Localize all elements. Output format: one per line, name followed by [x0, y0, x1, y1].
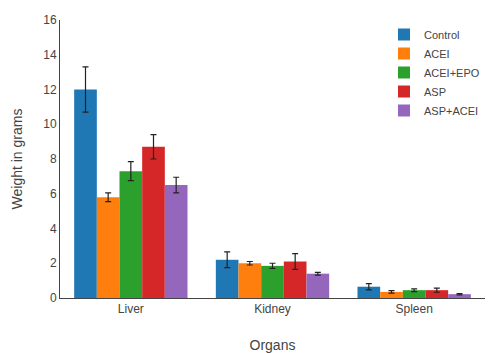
svg-text:Control: Control [424, 29, 459, 41]
svg-text:ASP: ASP [424, 86, 446, 98]
svg-text:ACEI+EPO: ACEI+EPO [424, 67, 480, 79]
svg-text:Organs: Organs [250, 337, 296, 353]
svg-text:14: 14 [43, 48, 57, 62]
svg-text:6: 6 [50, 187, 57, 201]
svg-text:Spleen: Spleen [395, 302, 432, 316]
svg-text:16: 16 [43, 13, 57, 27]
svg-text:Liver: Liver [118, 302, 144, 316]
svg-text:ASP+ACEI: ASP+ACEI [424, 105, 478, 117]
svg-text:10: 10 [43, 117, 57, 131]
svg-text:Weight in grams: Weight in grams [9, 109, 25, 210]
svg-text:0: 0 [50, 291, 57, 305]
svg-text:4: 4 [50, 222, 57, 236]
svg-text:Kidney: Kidney [254, 302, 291, 316]
svg-text:ACEI: ACEI [424, 48, 450, 60]
svg-text:12: 12 [43, 83, 57, 97]
svg-text:2: 2 [50, 256, 57, 270]
svg-text:8: 8 [50, 152, 57, 166]
